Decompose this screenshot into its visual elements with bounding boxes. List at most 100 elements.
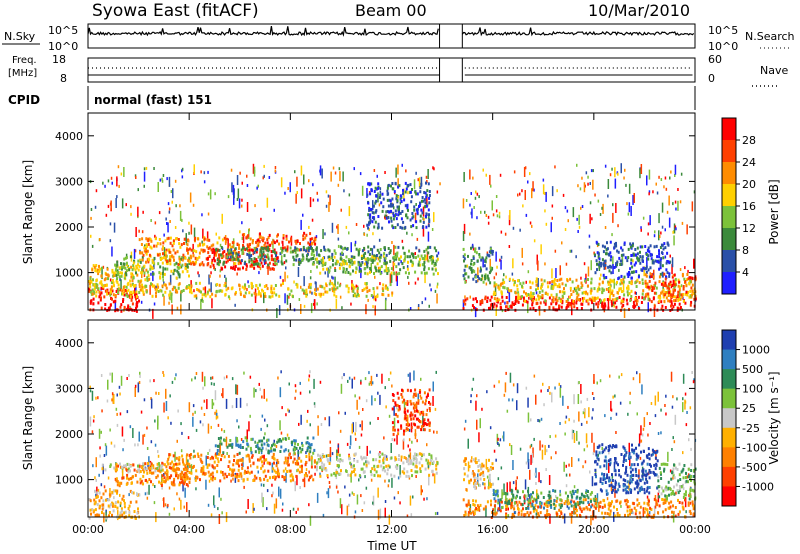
power-cell: [135, 271, 137, 275]
velocity-cell: [256, 441, 259, 445]
velocity-speckle: [360, 494, 362, 498]
power-cell: [641, 255, 644, 259]
power-cell: [499, 302, 502, 306]
velocity-speckle: [685, 510, 687, 514]
power-cell: [638, 307, 641, 311]
power-cell: [550, 293, 553, 297]
power-speckle: [476, 216, 478, 220]
power-speckle: [537, 260, 539, 271]
velocity-speckle: [370, 375, 373, 386]
velocity-speckle: [436, 430, 438, 434]
power-cell: [341, 247, 344, 251]
velocity-cell: [96, 491, 99, 495]
velocity-speckle: [545, 468, 547, 471]
power-cell: [145, 260, 147, 264]
power-cell: [336, 286, 339, 290]
power-cell: [495, 283, 498, 287]
velocity-speckle: [349, 435, 352, 446]
power-cell: [409, 183, 412, 187]
velocity-cell: [235, 475, 238, 479]
power-cell: [253, 257, 256, 261]
power-cell: [630, 295, 633, 298]
power-cell: [270, 250, 273, 254]
power-cell: [275, 254, 277, 257]
power-cell: [303, 289, 306, 293]
power-cell: [536, 301, 539, 305]
velocity-speckle: [356, 399, 358, 410]
power-cell: [218, 263, 221, 267]
velocity-speckle: [250, 464, 252, 468]
velocity-speckle: [475, 400, 477, 411]
power-cell: [379, 272, 382, 276]
power-cell: [315, 293, 318, 297]
power-cell: [634, 298, 637, 302]
power-cell: [248, 248, 251, 252]
power-cell: [147, 260, 150, 264]
velocity-speckle: [371, 395, 373, 406]
power-cell: [653, 307, 656, 311]
power-cell: [663, 242, 666, 246]
power-speckle: [355, 223, 358, 226]
power-cell: [145, 290, 148, 294]
power-cell: [92, 278, 94, 282]
velocity-cell: [115, 479, 118, 483]
power-cell: [537, 287, 539, 290]
power-cell: [195, 250, 198, 254]
power-cell: [394, 214, 396, 218]
power-cell: [280, 283, 283, 287]
power-speckle: [175, 204, 177, 208]
power-cell: [513, 281, 516, 284]
power-cell: [660, 243, 663, 247]
power-speckle: [185, 242, 188, 245]
velocity-cell: [118, 484, 121, 488]
velocity-speckle: [629, 401, 631, 405]
power-cell: [227, 286, 230, 290]
power-speckle: [549, 281, 551, 285]
power-speckle: [350, 302, 352, 306]
power-cell: [433, 246, 436, 250]
power-cell: [305, 233, 308, 237]
velocity-cell: [228, 472, 231, 476]
power-cell: [251, 260, 254, 264]
velocity-cell: [241, 446, 244, 449]
power-speckle: [198, 274, 200, 278]
velocity-cell: [173, 477, 176, 481]
power-cell: [243, 233, 246, 236]
power-speckle: [475, 190, 477, 194]
power-cell: [667, 299, 670, 303]
velocity-speckle: [163, 497, 165, 508]
power-speckle: [236, 198, 239, 201]
power-speckle: [144, 244, 146, 248]
power-cell: [541, 294, 544, 297]
power-speckle: [580, 206, 582, 210]
power-cell: [464, 272, 467, 276]
velocity-cell: [116, 489, 119, 493]
power-speckle: [670, 285, 673, 289]
power-cell: [309, 232, 312, 236]
power-cell: [674, 299, 677, 302]
power-cell: [661, 251, 663, 255]
velocity-cell: [107, 504, 110, 508]
power-cell: [541, 289, 544, 293]
power-cell: [396, 205, 399, 209]
power-cell: [577, 284, 580, 288]
velocity-speckle: [148, 456, 150, 467]
velocity-cell: [246, 470, 249, 474]
velocity-speckle: [674, 414, 677, 425]
power-cell: [90, 299, 93, 303]
velocity-cell: [163, 476, 166, 480]
velocity-cell: [95, 495, 98, 499]
velocity-speckle: [567, 405, 569, 409]
power-cell: [389, 259, 392, 263]
power-cell: [410, 195, 413, 199]
velocity-cell: [166, 460, 169, 464]
power-cell: [620, 263, 623, 266]
velocity-speckle: [559, 387, 562, 398]
power-cell: [647, 292, 650, 296]
power-cell: [226, 259, 229, 263]
power-cell: [363, 287, 366, 291]
power-cell: [92, 283, 95, 287]
power-speckle: [414, 252, 416, 255]
power-cell: [301, 258, 303, 262]
power-cell: [174, 251, 177, 255]
